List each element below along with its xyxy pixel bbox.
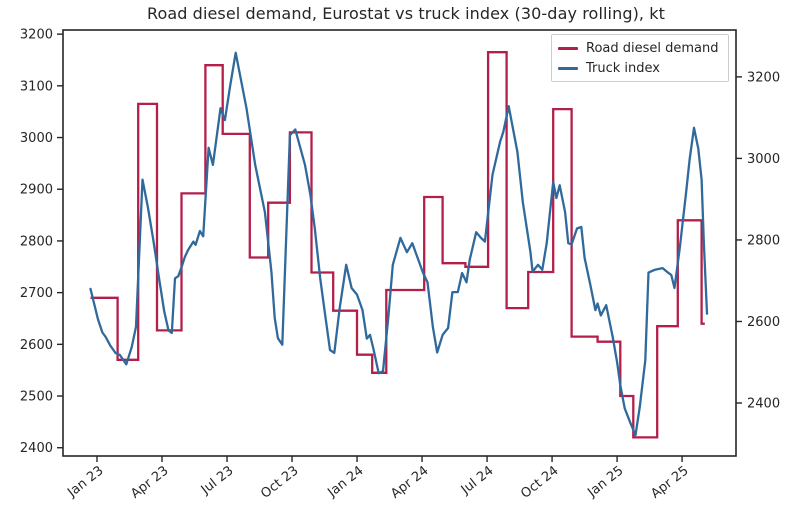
chart-title: Road diesel demand, Eurostat vs truck in… <box>146 4 666 23</box>
truck-index-line <box>89 51 709 437</box>
legend-label: Truck index <box>586 60 660 76</box>
legend-item-truck-index: Truck index <box>558 60 720 76</box>
legend-label: Road diesel demand <box>586 40 719 56</box>
x-axis-tick-label: Apr 25 <box>648 463 691 501</box>
road-diesel-demand-line <box>90 51 705 439</box>
left-axis-tick-label: 3200 <box>20 28 53 43</box>
left-axis-tick-label: 2800 <box>20 234 53 249</box>
x-axis-tick-label: Jul 23 <box>198 463 237 498</box>
right-axis-tick-label: 2600 <box>747 315 780 330</box>
truck-index-swatch <box>558 66 578 70</box>
right-axis-tick-label: 3000 <box>747 152 780 167</box>
left-axis-tick-label: 2500 <box>20 390 53 405</box>
plot-frame <box>62 29 737 457</box>
x-axis-tick-label: Jan 25 <box>584 463 626 501</box>
left-axis-tick-label: 2700 <box>20 286 53 301</box>
left-axis-tick-label: 2600 <box>20 338 53 353</box>
x-axis-tick-label: Oct 23 <box>258 463 301 501</box>
x-axis-tick-label: Oct 24 <box>518 463 561 501</box>
chart-legend: Road diesel demand Truck index <box>551 34 729 82</box>
road-diesel-demand-swatch <box>558 46 578 50</box>
x-axis-tick-label: Apr 23 <box>128 463 171 501</box>
x-axis-tick-label: Jan 24 <box>324 463 366 501</box>
right-axis-tick-label: 2400 <box>747 397 780 412</box>
right-axis-tick-label: 2800 <box>747 233 780 248</box>
x-axis-tick-label: Apr 24 <box>388 463 431 501</box>
left-axis-tick-label: 3100 <box>20 79 53 94</box>
x-axis-tick-label: Jan 23 <box>64 463 106 501</box>
right-axis-tick-label: 3200 <box>747 70 780 85</box>
left-axis-tick-label: 2900 <box>20 183 53 198</box>
left-axis-tick-label: 3000 <box>20 131 53 146</box>
left-axis-tick-label: 2400 <box>20 441 53 456</box>
legend-item-road-diesel-demand: Road diesel demand <box>558 40 720 56</box>
x-axis-tick-label: Jul 24 <box>458 463 497 498</box>
